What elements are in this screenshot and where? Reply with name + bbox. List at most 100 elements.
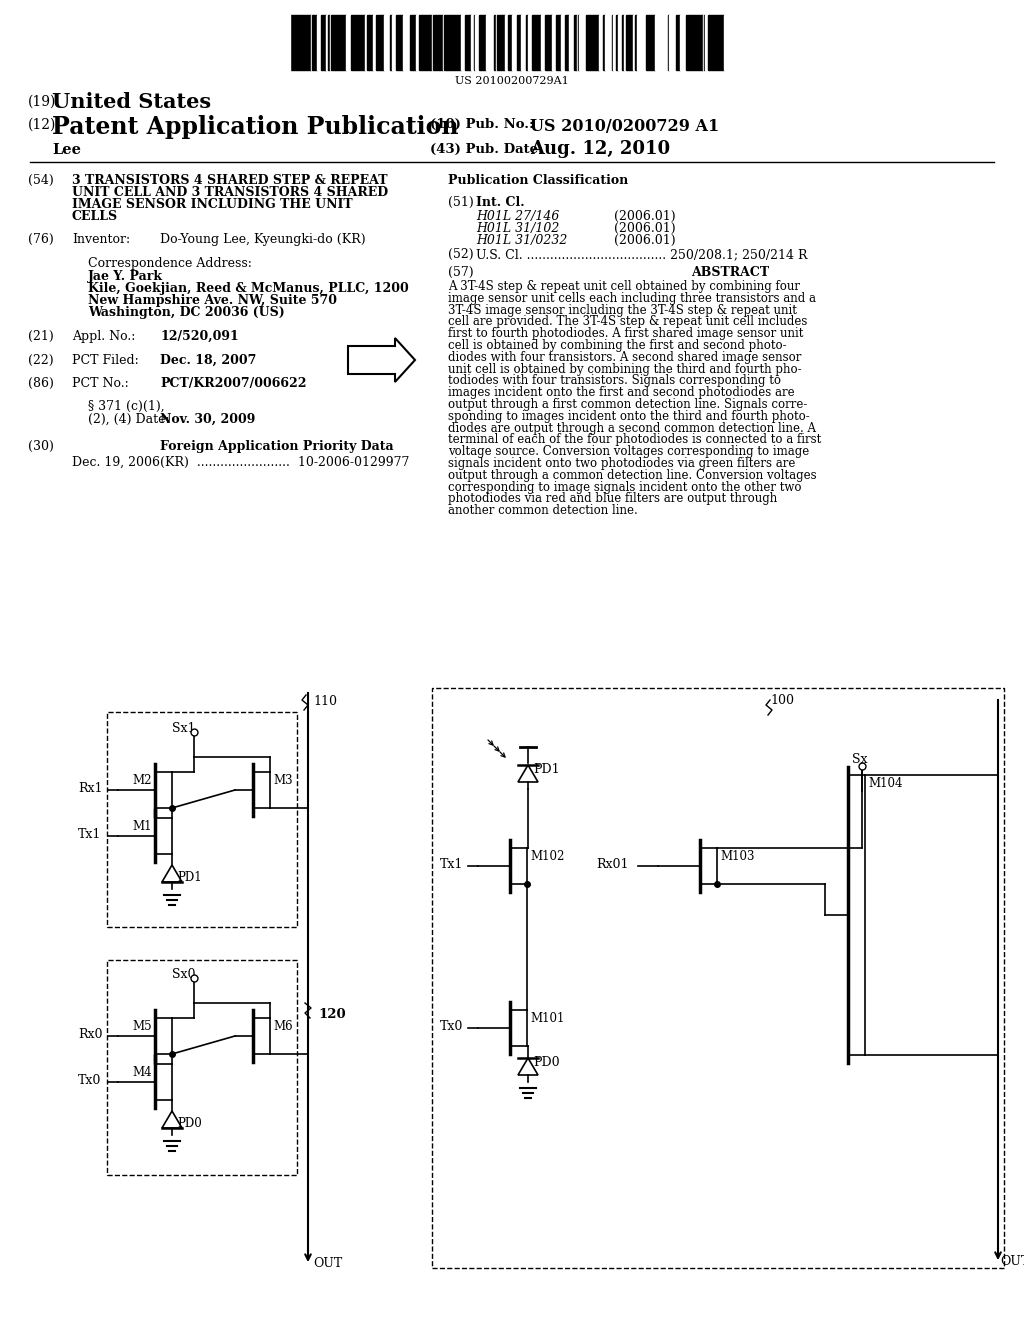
Bar bbox=[338, 15, 341, 70]
Bar bbox=[106, 711, 297, 927]
Bar bbox=[656, 15, 659, 70]
Text: Do-Young Lee, Kyeungki-do (KR): Do-Young Lee, Kyeungki-do (KR) bbox=[160, 234, 366, 246]
Bar bbox=[659, 15, 662, 70]
Text: 120: 120 bbox=[318, 1008, 346, 1020]
Bar bbox=[497, 15, 501, 70]
Bar bbox=[588, 15, 590, 70]
Bar bbox=[688, 15, 692, 70]
Bar bbox=[534, 15, 537, 70]
Bar bbox=[729, 15, 732, 70]
Text: todiodes with four transistors. Signals corresponding to: todiodes with four transistors. Signals … bbox=[449, 375, 781, 387]
Bar bbox=[605, 15, 608, 70]
Text: (51): (51) bbox=[449, 195, 474, 209]
Bar bbox=[426, 15, 429, 70]
Text: Kile, Goekjian, Reed & McManus, PLLC, 1200: Kile, Goekjian, Reed & McManus, PLLC, 12… bbox=[88, 282, 409, 294]
Text: M1: M1 bbox=[132, 820, 152, 833]
Text: CELLS: CELLS bbox=[72, 210, 118, 223]
Bar bbox=[721, 15, 724, 70]
Bar bbox=[715, 15, 717, 70]
Bar bbox=[307, 15, 311, 70]
Bar bbox=[461, 15, 465, 70]
Text: Aug. 12, 2010: Aug. 12, 2010 bbox=[530, 140, 670, 158]
Bar bbox=[705, 15, 708, 70]
Text: New Hampshire Ave. NW, Suite 570: New Hampshire Ave. NW, Suite 570 bbox=[88, 294, 337, 308]
Text: Int. Cl.: Int. Cl. bbox=[476, 195, 524, 209]
Bar bbox=[369, 15, 373, 70]
Text: § 371 (c)(1),: § 371 (c)(1), bbox=[88, 400, 165, 413]
Text: Rx0: Rx0 bbox=[78, 1028, 102, 1041]
Text: photodiodes via red and blue filters are output through: photodiodes via red and blue filters are… bbox=[449, 492, 777, 506]
Bar bbox=[662, 15, 664, 70]
Text: M2: M2 bbox=[132, 774, 152, 787]
Bar bbox=[355, 15, 359, 70]
Bar bbox=[734, 15, 738, 71]
Text: (30): (30) bbox=[28, 440, 54, 453]
Text: Lee: Lee bbox=[52, 143, 81, 157]
Text: US 20100200729A1: US 20100200729A1 bbox=[455, 77, 569, 86]
Text: (12): (12) bbox=[28, 117, 56, 132]
Bar bbox=[622, 15, 624, 70]
Bar bbox=[331, 15, 335, 70]
Text: M102: M102 bbox=[530, 850, 564, 863]
Bar bbox=[301, 15, 303, 70]
Text: H01L 27/146: H01L 27/146 bbox=[476, 210, 559, 223]
Text: PD1: PD1 bbox=[177, 871, 202, 884]
Bar bbox=[432, 688, 1004, 1269]
Text: M101: M101 bbox=[530, 1012, 564, 1026]
Text: Foreign Application Priority Data: Foreign Application Priority Data bbox=[160, 440, 393, 453]
Text: (KR)  ........................  10-2006-0129977: (KR) ........................ 10-2006-01… bbox=[160, 455, 410, 469]
Bar bbox=[416, 15, 419, 70]
Text: H01L 31/102: H01L 31/102 bbox=[476, 222, 559, 235]
Text: Nov. 30, 2009: Nov. 30, 2009 bbox=[160, 413, 255, 426]
Bar bbox=[609, 15, 612, 70]
Bar bbox=[471, 15, 474, 70]
Text: 12/520,091: 12/520,091 bbox=[160, 330, 239, 343]
Text: images incident onto the first and second photodiodes are: images incident onto the first and secon… bbox=[449, 387, 795, 399]
Bar bbox=[313, 15, 317, 70]
Bar bbox=[419, 15, 422, 70]
Bar bbox=[724, 15, 727, 70]
Bar bbox=[680, 15, 682, 70]
Bar bbox=[673, 15, 676, 70]
Bar bbox=[709, 15, 713, 70]
Text: (86): (86) bbox=[28, 378, 54, 389]
Text: Correspondence Address:: Correspondence Address: bbox=[88, 257, 252, 271]
Text: PD0: PD0 bbox=[534, 1056, 560, 1069]
Bar bbox=[351, 15, 353, 70]
Text: ABSTRACT: ABSTRACT bbox=[691, 267, 769, 279]
Bar bbox=[342, 15, 346, 70]
Bar bbox=[713, 15, 715, 70]
Text: (22): (22) bbox=[28, 354, 53, 367]
Bar bbox=[572, 15, 574, 70]
Bar bbox=[618, 15, 622, 70]
Bar bbox=[676, 15, 680, 70]
Bar bbox=[447, 15, 449, 70]
Text: diodes are output through a second common detection line. A: diodes are output through a second commo… bbox=[449, 421, 816, 434]
Text: (2), (4) Date:: (2), (4) Date: bbox=[88, 413, 170, 426]
Text: cell are provided. The 3T-4S step & repeat unit cell includes: cell are provided. The 3T-4S step & repe… bbox=[449, 315, 807, 329]
Bar bbox=[353, 15, 355, 70]
Bar bbox=[294, 15, 297, 70]
Bar bbox=[412, 15, 416, 70]
Bar bbox=[494, 15, 496, 70]
Text: (2006.01): (2006.01) bbox=[614, 210, 676, 223]
Bar bbox=[290, 15, 294, 70]
Bar bbox=[106, 960, 297, 1175]
Text: unit cell is obtained by combining the third and fourth pho-: unit cell is obtained by combining the t… bbox=[449, 363, 802, 376]
Text: Washington, DC 20036 (US): Washington, DC 20036 (US) bbox=[88, 306, 285, 319]
Bar bbox=[444, 15, 447, 70]
Bar bbox=[640, 15, 643, 70]
Text: UNIT CELL AND 3 TRANSISTORS 4 SHARED: UNIT CELL AND 3 TRANSISTORS 4 SHARED bbox=[72, 186, 388, 199]
Text: (10) Pub. No.:: (10) Pub. No.: bbox=[430, 117, 534, 131]
Text: PCT Filed:: PCT Filed: bbox=[72, 354, 138, 367]
Text: Tx1: Tx1 bbox=[440, 858, 464, 871]
Bar bbox=[669, 15, 672, 70]
Text: M103: M103 bbox=[720, 850, 755, 863]
Bar bbox=[552, 15, 556, 70]
Bar bbox=[396, 15, 400, 70]
Bar bbox=[403, 15, 407, 70]
Bar bbox=[502, 15, 505, 70]
Text: (76): (76) bbox=[28, 234, 53, 246]
Bar bbox=[643, 15, 646, 70]
Text: Sx0: Sx0 bbox=[172, 968, 196, 981]
